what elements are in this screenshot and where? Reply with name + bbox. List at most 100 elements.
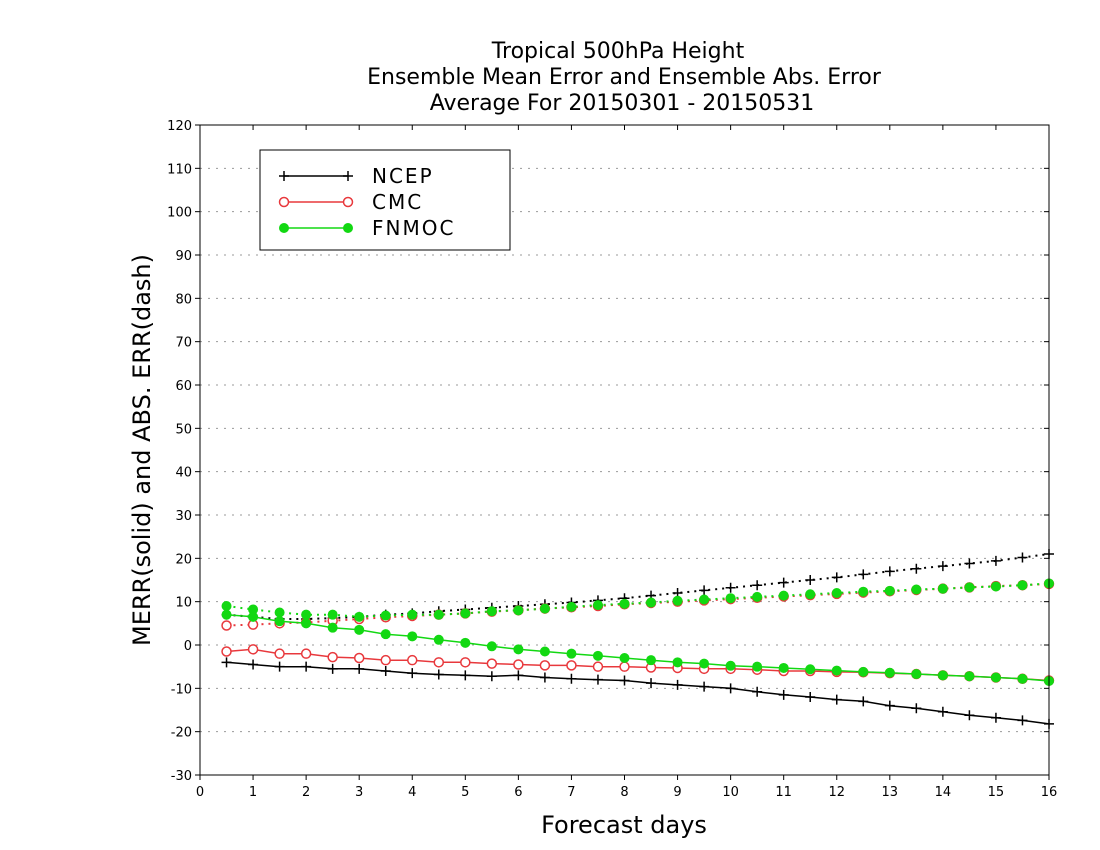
legend-marker [342, 196, 354, 208]
cmc-merr-point [460, 657, 471, 668]
fnmoc-merr-point [539, 646, 550, 657]
fnmoc-abserr-point [1017, 580, 1028, 591]
cmc-merr-point [274, 648, 285, 659]
fnmoc-merr-point [460, 637, 471, 648]
ncep-abserr-point [725, 582, 736, 593]
fnmoc-abserr-point [646, 597, 657, 608]
legend-marker [343, 223, 353, 233]
ncep-abserr-point [911, 563, 922, 574]
ncep-merr-point [937, 706, 948, 717]
ncep-merr-point [990, 712, 1001, 723]
fnmoc-abserr-point [513, 605, 524, 616]
x-tick-label: 8 [620, 785, 628, 800]
chart-title: Tropical 500hPa Height Ensemble Mean Err… [367, 39, 882, 116]
cmc-merr-point [592, 661, 604, 672]
x-tick-label: 14 [935, 785, 952, 800]
legend-item-cmc: CMC [278, 190, 423, 214]
fnmoc-merr-point [805, 664, 816, 675]
y-tick-label: 40 [175, 466, 192, 481]
legend-marker [278, 196, 290, 208]
cmc-merr-point [221, 646, 232, 657]
fnmoc-merr-point [990, 672, 1001, 683]
fnmoc-merr-point [831, 665, 842, 676]
cmc-merr-point [433, 657, 445, 668]
fnmoc-merr-point [699, 658, 710, 669]
fnmoc-abserr-point [380, 610, 391, 621]
y-tick-label: 60 [175, 379, 192, 394]
x-tick-label: 2 [302, 785, 310, 800]
ncep-merr-point [884, 700, 895, 711]
ncep-merr-point [911, 703, 922, 714]
fnmoc-merr-point [964, 671, 975, 682]
ncep-merr-point [380, 666, 391, 676]
series-ncep [221, 549, 1054, 729]
cmc-abserr-point [221, 620, 232, 631]
x-tick-label: 15 [988, 785, 1005, 800]
y-tick-label: 80 [175, 292, 192, 307]
fnmoc-abserr-point [592, 600, 603, 611]
fnmoc-abserr-point [539, 603, 550, 614]
ncep-merr-point [778, 689, 789, 700]
fnmoc-abserr-point [301, 609, 312, 620]
y-tick-label: 90 [175, 249, 192, 264]
fnmoc-abserr-point [274, 607, 285, 618]
ncep-abserr-point [805, 575, 816, 585]
ncep-merr-point [699, 681, 710, 692]
ncep-abserr-point [858, 569, 869, 580]
fnmoc-abserr-point [884, 585, 895, 596]
fnmoc-merr-point [354, 624, 365, 635]
cmc-merr-line [226, 648, 1050, 682]
ncep-merr-point [301, 661, 312, 672]
fnmoc-merr-point [433, 634, 444, 645]
ncep-merr-point [752, 686, 763, 697]
cmc-merr-point [247, 644, 259, 655]
fnmoc-merr-point [327, 622, 338, 633]
fnmoc-abserr-point [990, 581, 1001, 592]
legend-label: NCEP [372, 164, 434, 188]
ncep-abserr-point [884, 566, 895, 577]
ncep-merr-point [592, 674, 603, 685]
title-line-2: Ensemble Mean Error and Ensemble Abs. Er… [367, 65, 882, 90]
fnmoc-abserr-point [619, 598, 630, 609]
x-tick-label: 11 [775, 785, 792, 800]
x-tick-label: 1 [249, 785, 257, 800]
ncep-merr-point [964, 710, 975, 721]
ncep-abserr-point [937, 561, 948, 572]
title-line-1: Tropical 500hPa Height [491, 39, 745, 64]
x-tick-label: 12 [828, 785, 845, 800]
fnmoc-abserr-point [248, 604, 259, 615]
ncep-merr-point [646, 678, 657, 689]
x-axis-label: Forecast days [541, 811, 707, 839]
fnmoc-merr-point [1017, 673, 1028, 684]
legend-marker [279, 223, 289, 233]
y-tick-label: 100 [167, 206, 192, 221]
fnmoc-abserr-point [407, 609, 418, 620]
x-tick-label: 3 [355, 785, 363, 800]
fnmoc-merr-point [752, 661, 763, 672]
fnmoc-abserr-point [858, 586, 869, 597]
ncep-abserr-line [226, 553, 1050, 620]
fnmoc-abserr-point [221, 601, 232, 611]
fnmoc-merr-point [248, 611, 259, 622]
legend-marker [343, 171, 353, 181]
ncep-merr-point [672, 679, 683, 690]
fnmoc-merr-point [884, 667, 895, 678]
cmc-merr-point [327, 651, 338, 663]
fnmoc-abserr-point [831, 588, 842, 598]
legend-label: CMC [372, 190, 423, 214]
ncep-merr-point [274, 661, 285, 672]
cmc-merr-point [539, 660, 551, 671]
ncep-merr-point [327, 663, 338, 674]
legend-label: FNMOC [372, 216, 455, 240]
ncep-merr-point [486, 671, 497, 682]
cmc-merr-point [619, 661, 630, 672]
y-tick-label: -20 [171, 726, 192, 741]
fnmoc-merr-point [725, 660, 736, 671]
x-tick-label: 13 [882, 785, 899, 800]
ncep-merr-line [226, 661, 1050, 725]
series-fnmoc [221, 578, 1054, 686]
fnmoc-merr-point [937, 670, 948, 681]
title-line-3: Average For 20150301 - 20150531 [430, 91, 815, 116]
